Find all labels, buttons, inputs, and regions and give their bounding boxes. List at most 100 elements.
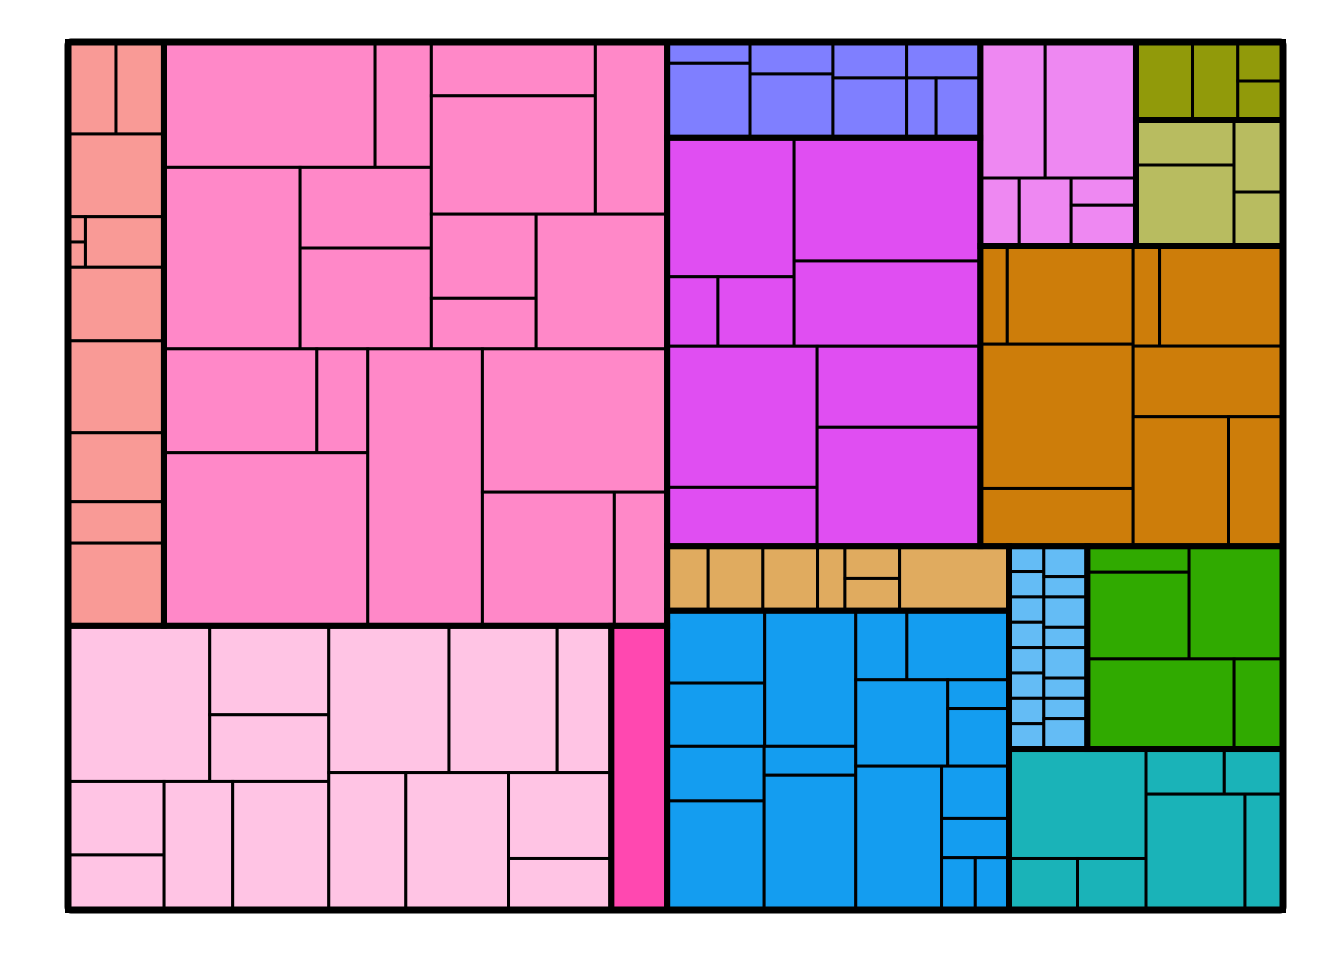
cell bbox=[612, 490, 669, 628]
outer-border bbox=[64, 38, 1287, 914]
cell bbox=[327, 771, 408, 912]
cell bbox=[66, 779, 166, 857]
cell bbox=[946, 678, 1011, 711]
cell bbox=[934, 76, 982, 140]
cell bbox=[898, 544, 1011, 613]
cell bbox=[815, 344, 982, 429]
cell bbox=[298, 246, 433, 351]
cell bbox=[1007, 646, 1046, 675]
cell bbox=[555, 624, 613, 775]
cell bbox=[327, 624, 451, 775]
cell bbox=[429, 40, 597, 98]
cell bbox=[507, 771, 613, 860]
cell bbox=[978, 176, 1021, 248]
cell bbox=[429, 212, 538, 300]
cell bbox=[315, 347, 370, 455]
cell bbox=[1232, 657, 1285, 751]
cell bbox=[1085, 544, 1191, 574]
cell bbox=[792, 136, 982, 263]
cell bbox=[843, 576, 902, 613]
cell bbox=[429, 296, 538, 351]
cell bbox=[447, 624, 559, 775]
cell bbox=[1005, 244, 1135, 346]
cell bbox=[761, 544, 820, 613]
cell bbox=[831, 40, 909, 80]
cell bbox=[1007, 696, 1046, 726]
cell bbox=[905, 76, 938, 140]
cell bbox=[792, 259, 982, 348]
cell bbox=[1134, 163, 1236, 248]
cell bbox=[162, 165, 302, 351]
cell bbox=[973, 856, 1011, 912]
cell bbox=[1042, 625, 1089, 650]
cell bbox=[404, 771, 511, 912]
cell bbox=[1007, 595, 1046, 624]
cell bbox=[665, 61, 752, 140]
cell bbox=[1042, 676, 1089, 700]
cell bbox=[1236, 79, 1285, 122]
cell bbox=[978, 244, 1009, 346]
cell bbox=[66, 500, 166, 545]
cell bbox=[763, 609, 858, 748]
cell bbox=[665, 609, 767, 685]
cell bbox=[429, 94, 597, 216]
cell bbox=[162, 779, 235, 912]
cell bbox=[66, 431, 166, 504]
cell bbox=[66, 40, 118, 136]
cell bbox=[1144, 792, 1247, 912]
cell bbox=[940, 764, 1011, 820]
cell bbox=[208, 713, 331, 783]
cell bbox=[1007, 544, 1046, 574]
group-borders bbox=[64, 38, 1287, 914]
cell bbox=[1007, 747, 1148, 860]
cell bbox=[1042, 696, 1089, 721]
cell bbox=[593, 40, 669, 216]
cell bbox=[373, 40, 433, 169]
cell bbox=[480, 347, 669, 494]
cell bbox=[208, 624, 331, 717]
cell bbox=[1232, 118, 1285, 194]
cell bbox=[665, 799, 766, 912]
cell bbox=[748, 72, 835, 140]
cell bbox=[1243, 792, 1285, 912]
cell bbox=[665, 744, 766, 803]
cell bbox=[716, 275, 796, 348]
cell bbox=[978, 486, 1135, 548]
cell bbox=[480, 490, 616, 628]
cell bbox=[940, 856, 977, 912]
cell bbox=[1042, 544, 1089, 579]
cell bbox=[1134, 118, 1236, 167]
cell bbox=[1131, 415, 1230, 548]
cell bbox=[1007, 620, 1046, 650]
cell bbox=[665, 136, 796, 279]
cell bbox=[1131, 344, 1285, 419]
cell bbox=[1085, 657, 1236, 751]
cell bbox=[1187, 544, 1285, 661]
cell bbox=[66, 624, 212, 783]
cell bbox=[1158, 244, 1285, 348]
cell bbox=[854, 678, 950, 768]
cell bbox=[665, 681, 767, 748]
cell bbox=[1042, 575, 1089, 599]
cell bbox=[762, 773, 858, 912]
cell bbox=[854, 764, 944, 912]
cell bbox=[1043, 40, 1138, 180]
cell bbox=[665, 544, 710, 613]
cell bbox=[816, 544, 847, 613]
cell bbox=[83, 215, 166, 269]
cell bbox=[1042, 717, 1089, 751]
cell bbox=[815, 425, 982, 548]
cell bbox=[706, 544, 765, 613]
cell bbox=[665, 485, 819, 548]
cell bbox=[1236, 40, 1285, 83]
cell bbox=[162, 451, 370, 628]
cell bbox=[1222, 747, 1285, 796]
cell bbox=[1226, 415, 1285, 548]
cell bbox=[1042, 595, 1089, 629]
cell bbox=[946, 707, 1011, 768]
cell bbox=[1007, 570, 1046, 599]
cell bbox=[1232, 190, 1285, 248]
cell bbox=[162, 347, 319, 455]
